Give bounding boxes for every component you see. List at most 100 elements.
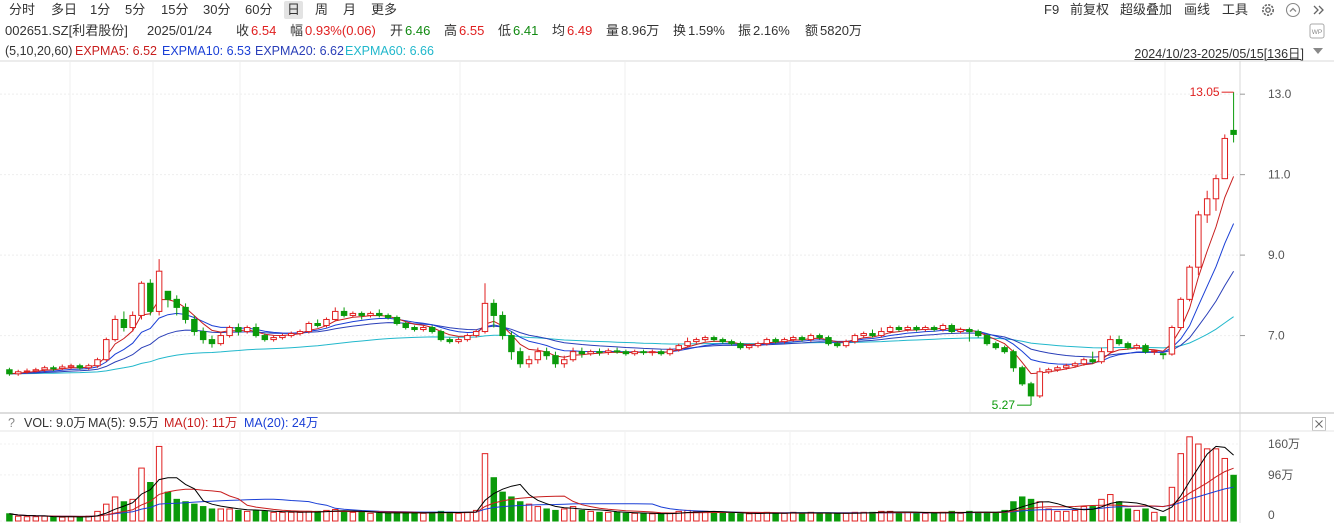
- vol-ma10-line: [9, 467, 1234, 517]
- date-range-label[interactable]: 2024/10/23-2025/05/15[136日]: [1134, 47, 1304, 61]
- candle-body: [402, 322, 409, 329]
- volume-bar: [199, 506, 207, 522]
- volume-bar: [41, 515, 48, 522]
- candle-body: [1036, 371, 1044, 397]
- forward-adjust-button[interactable]: 前复权: [1070, 2, 1110, 17]
- settings-gear-icon[interactable]: [1260, 2, 1276, 18]
- draw-line-button[interactable]: 画线: [1184, 2, 1211, 17]
- period-tab-5min[interactable]: 5分: [125, 2, 146, 17]
- super-overlay-button[interactable]: 超级叠加: [1120, 2, 1173, 17]
- candle-body: [481, 302, 489, 333]
- volume-bar: [1089, 506, 1096, 522]
- candle-body: [1203, 198, 1211, 216]
- candle-body: [120, 318, 128, 329]
- expma20-value: EXPMA20: 6.62: [255, 44, 344, 58]
- candle-body: [182, 306, 189, 320]
- period-tab-week[interactable]: 周: [315, 2, 329, 17]
- candle-body: [842, 341, 850, 347]
- period-tab-day[interactable]: 日: [284, 1, 304, 19]
- volume-bar: [76, 516, 84, 522]
- candle-body: [957, 329, 964, 333]
- period-tab-1min[interactable]: 1分: [90, 2, 111, 17]
- volume-bar: [226, 508, 233, 522]
- volume-bar: [464, 511, 471, 522]
- candle-body: [1195, 214, 1202, 268]
- candle-body: [719, 339, 727, 343]
- candle-body: [1212, 178, 1220, 200]
- candle-body: [14, 371, 22, 375]
- volume-bar: [1045, 508, 1052, 522]
- expma-params[interactable]: (5,10,20,60): [5, 44, 73, 58]
- chart-grid: [0, 60, 1334, 523]
- candle-body: [596, 351, 603, 354]
- volume-value: 8.96万: [621, 23, 660, 38]
- candle-body: [754, 343, 762, 347]
- candle-body: [1063, 365, 1070, 369]
- volume-bar: [14, 515, 22, 522]
- volume-bar: [605, 511, 612, 522]
- candle-body: [420, 327, 427, 331]
- volume-bar: [182, 501, 189, 522]
- f9-button[interactable]: F9: [1044, 2, 1060, 17]
- volume-bar: [930, 512, 938, 522]
- volume-bar: [428, 511, 436, 522]
- close-value: 6.54: [251, 23, 277, 38]
- volume-bar: [922, 512, 929, 522]
- candle-body: [640, 351, 647, 354]
- candle-body: [147, 282, 154, 312]
- period-tab-15min[interactable]: 15分: [161, 2, 189, 17]
- volume-bar: [622, 512, 630, 522]
- period-tab-timeshare[interactable]: 分时: [9, 2, 36, 17]
- volume-bar: [270, 511, 277, 522]
- candle-body: [807, 335, 815, 341]
- volume-bar: [649, 513, 656, 522]
- expma5-line: [9, 176, 1235, 375]
- y-tick-label: 11.0: [1268, 168, 1291, 182]
- period-tab-30min[interactable]: 30分: [203, 2, 231, 17]
- candle-body: [1159, 353, 1167, 356]
- range-dropdown-icon[interactable]: [1312, 46, 1324, 56]
- candle-body: [1133, 345, 1140, 349]
- candle-body: [1010, 351, 1017, 369]
- candle-body: [543, 351, 550, 357]
- volume-bar: [288, 511, 295, 522]
- period-tab-more[interactable]: 更多: [371, 2, 398, 17]
- tools-button[interactable]: 工具: [1222, 2, 1249, 17]
- candle-body: [59, 366, 66, 370]
- candle-body: [446, 339, 453, 343]
- expand-double-chevron-icon[interactable]: [1311, 2, 1327, 18]
- collapse-up-icon[interactable]: [1285, 2, 1301, 18]
- volume-bar: [437, 510, 445, 522]
- volume-bar: [1151, 511, 1158, 522]
- candle-body: [41, 367, 48, 371]
- volume-bar: [596, 511, 603, 522]
- candle-body: [191, 318, 198, 333]
- volume-bar: [754, 512, 762, 522]
- volume-bar: [1080, 506, 1088, 522]
- candle-body: [138, 282, 145, 316]
- volume-bar: [886, 510, 894, 522]
- close-volume-panel-icon[interactable]: [1312, 417, 1326, 431]
- volume-bar: [640, 513, 647, 522]
- candle-body: [1177, 298, 1184, 329]
- volume-bar: [578, 509, 586, 522]
- period-tab-multiday[interactable]: 多日: [51, 2, 78, 17]
- help-icon[interactable]: ?: [8, 416, 15, 430]
- candle-body: [1071, 363, 1079, 367]
- volume-bar: [904, 511, 911, 522]
- wp-badge-icon[interactable]: WP: [1309, 23, 1325, 39]
- expma10-value: EXPMA10: 6.53: [162, 44, 251, 58]
- volume-bar: [1212, 448, 1220, 522]
- volume-bar: [543, 508, 550, 522]
- period-tab-month[interactable]: 月: [343, 2, 357, 17]
- candle-body: [367, 312, 374, 316]
- candle-body: [393, 316, 401, 324]
- volume-bar: [1177, 453, 1184, 522]
- candle-body: [499, 314, 506, 337]
- candle-body: [834, 343, 841, 347]
- candle-body: [693, 339, 700, 343]
- period-tab-60min[interactable]: 60分: [245, 2, 273, 17]
- volume-bar: [296, 511, 304, 522]
- volume-bar: [164, 491, 172, 522]
